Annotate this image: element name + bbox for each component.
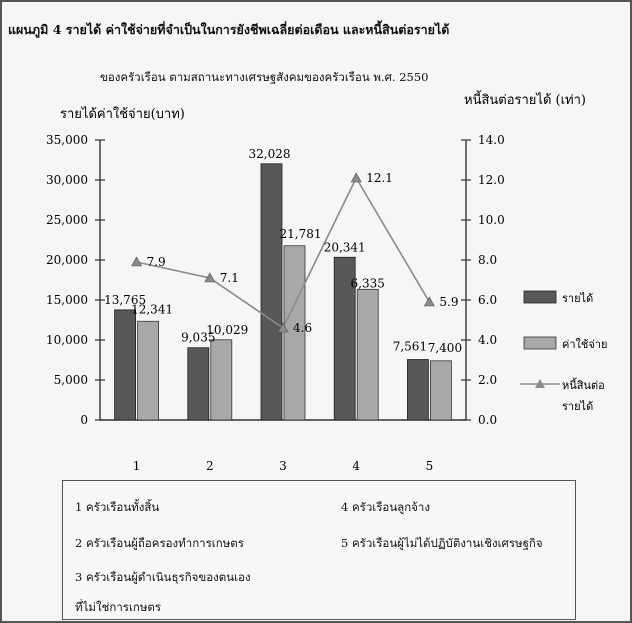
y2-tick-label: 4.0 xyxy=(478,333,497,347)
legend-marker-ratio xyxy=(535,379,545,388)
bar-income-label: 13,765 xyxy=(104,293,146,307)
y2-tick-label: 2.0 xyxy=(478,373,497,387)
y2-tick-label: 10.0 xyxy=(478,213,505,227)
ratio-point xyxy=(277,322,289,333)
ratio-label: 4.6 xyxy=(293,321,312,335)
legend-label-expense: ค่าใช้จ่าย xyxy=(562,338,607,351)
bar-income xyxy=(333,256,356,421)
ratio-point xyxy=(350,172,362,183)
caption-2: 2 ครัวเรือนผู้ถือครองทำการเกษตร xyxy=(75,536,244,550)
bar-income xyxy=(114,309,136,421)
bar-expense xyxy=(283,245,306,421)
x-tick-label: 1 xyxy=(133,459,141,473)
y-tick-label: 10,000 xyxy=(46,333,88,347)
x-tick-label: 4 xyxy=(352,459,360,473)
chart-title: แผนภูมิ 4 รายได้ ค่าใช้จ่ายที่จำเป็นในกา… xyxy=(8,22,450,37)
bar-expense xyxy=(429,360,452,421)
caption-1: 1 ครัวเรือนทั้งสิ้น xyxy=(75,500,160,514)
chart-subtitle: ของครัวเรือน ตามสถานะทางเศรษฐสังคมของครั… xyxy=(100,70,429,84)
bar-expense-label: 21,781 xyxy=(280,227,322,241)
ratio-label: 7.9 xyxy=(147,255,166,269)
ratio-line xyxy=(136,176,431,330)
ratio-point xyxy=(131,256,143,267)
x-tick-label: 5 xyxy=(426,459,434,473)
y2-tick-label: 6.0 xyxy=(478,293,497,307)
y2-tick-label: 8.0 xyxy=(478,253,497,267)
x-tick-label: 3 xyxy=(279,459,287,473)
y-tick-label: 25,000 xyxy=(46,213,88,227)
bar-expense xyxy=(356,288,379,421)
y-tick-label: 20,000 xyxy=(46,253,88,267)
ratio-label: 5.9 xyxy=(439,295,458,309)
legend-label-income: รายได้ xyxy=(562,292,593,305)
x-tick-label: 2 xyxy=(206,459,214,473)
bar-expense-label: 7,400 xyxy=(428,341,462,355)
y2-tick-label: 0.0 xyxy=(478,413,497,427)
y-tick-label: 15,000 xyxy=(46,293,88,307)
chart-area: 0 5,000 10,000 15,000 20,000 25,000 30,000 35,0… xyxy=(46,90,607,473)
y2-axis-title: หนี้สินต่อรายได้ (เท่า) xyxy=(464,90,586,108)
legend-swatch-expense xyxy=(523,336,557,350)
ratio-label: 12.1 xyxy=(366,171,393,185)
legend-label-ratio: หนี้สินต่อ xyxy=(562,377,605,392)
bar-income xyxy=(187,347,210,421)
bar-expense xyxy=(137,320,160,421)
legend-swatch-income xyxy=(523,290,557,304)
caption-3-cont: ที่ไม่ใช่การเกษตร xyxy=(75,600,162,614)
bar-income-label: 20,341 xyxy=(324,240,366,254)
y-axis-title: รายได้ค่าใช้จ่าย(บาท) xyxy=(60,106,185,122)
caption-4: 4 ครัวเรือนลูกจ้าง xyxy=(341,500,430,514)
caption-5: 5 ครัวเรือนผู้ไม่ได้ปฏิบัติงานเชิงเศรษฐก… xyxy=(341,536,543,550)
bar-income-label: 9,035 xyxy=(181,331,215,345)
caption-3: 3 ครัวเรือนผู้ดำเนินธุรกิจของตนเอง xyxy=(75,570,251,584)
ratio-point xyxy=(204,272,216,283)
bar-expense xyxy=(210,339,233,421)
y-tick-label: 35,000 xyxy=(46,133,88,147)
y-tick-label: 5,000 xyxy=(54,373,88,387)
y-tick-label: 0 xyxy=(80,413,88,427)
bar-expense-label: 10,029 xyxy=(206,323,248,337)
ratio-point xyxy=(423,296,435,307)
bar-expense-label: 12,341 xyxy=(131,302,173,316)
legend-label-ratio-2: รายได้ xyxy=(562,400,593,413)
bar-income xyxy=(406,359,429,421)
y-tick-label: 30,000 xyxy=(46,173,88,187)
ratio-label: 7.1 xyxy=(220,271,239,285)
y2-tick-label: 14.0 xyxy=(478,133,505,147)
y2-tick-label: 12.0 xyxy=(478,173,505,187)
bar-income-label: 32,028 xyxy=(249,147,291,161)
bar-income-label: 7,561 xyxy=(393,340,427,354)
bar-expense-label: 6,335 xyxy=(351,276,385,290)
category-caption-box: 1 ครัวเรือนทั้งสิ้น 2 ครัวเรือนผู้ถือครอ… xyxy=(62,480,576,620)
bar-income xyxy=(260,163,283,421)
